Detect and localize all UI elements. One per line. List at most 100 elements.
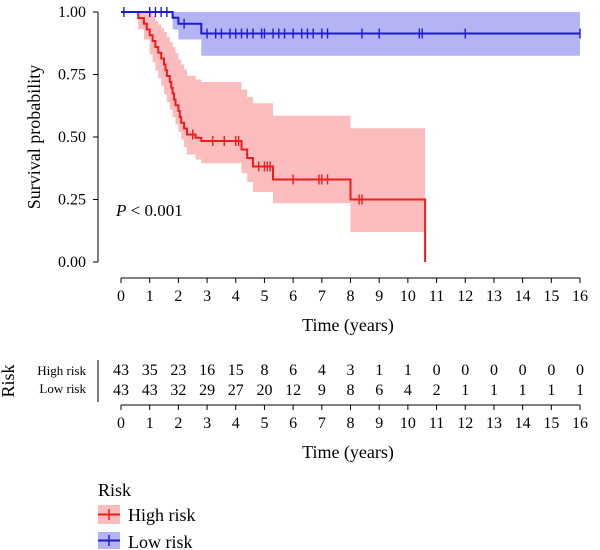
risk-row-label-high: High risk <box>37 363 86 378</box>
p-value-text: < 0.001 <box>126 201 182 220</box>
risk-count-low-risk: 6 <box>375 382 383 399</box>
risk-count-low-risk: 43 <box>113 382 129 399</box>
risk-count-low-risk: 1 <box>519 382 527 399</box>
risk-count-high-risk: 0 <box>490 362 498 379</box>
risk-count-high-risk: 6 <box>289 362 297 379</box>
risk-count-high-risk: 0 <box>547 362 555 379</box>
x-tick-label: 4 <box>232 288 240 305</box>
x-tick-label: 1 <box>146 288 154 305</box>
risk-row-label-low: Low risk <box>39 381 86 396</box>
risk-count-low-risk: 1 <box>547 382 555 399</box>
p-value-symbol: P <box>115 201 126 220</box>
risk-count-low-risk: 29 <box>199 382 215 399</box>
risk-count-low-risk: 12 <box>285 382 301 399</box>
risk-x-tick-label: 10 <box>400 415 416 432</box>
risk-count-high-risk: 23 <box>170 362 186 379</box>
x-tick-label: 12 <box>457 288 473 305</box>
risk-count-low-risk: 27 <box>228 382 244 399</box>
legend-item-high-risk: High risk <box>98 505 196 525</box>
risk-x-tick-label: 0 <box>117 415 125 432</box>
risk-count-high-risk: 43 <box>113 362 129 379</box>
risk-table-cells: 43 35 23 16 15 8 6 4 3 1 1 0 0 0 0 0 043 43 32 29 27 20 12 9 8 6 4… <box>97 360 584 402</box>
risk-count-high-risk: 15 <box>228 362 244 379</box>
risk-x-tick-label: 14 <box>515 415 531 432</box>
x-tick-label: 2 <box>174 288 182 305</box>
y-axis-title: Survival probability <box>24 65 44 209</box>
risk-x-tick-label: 16 <box>572 415 588 432</box>
risk-count-high-risk: 0 <box>576 362 584 379</box>
risk-count-low-risk: 1 <box>461 382 469 399</box>
x-tick-label: 13 <box>486 288 502 305</box>
risk-count-high-risk: 0 <box>519 362 527 379</box>
risk-x-tick-label: 1 <box>146 415 154 432</box>
risk-count-high-risk: 16 <box>199 362 215 379</box>
x-tick-label: 8 <box>347 288 355 305</box>
risk-x-tick-label: 2 <box>174 415 182 432</box>
x-tick-label: 11 <box>429 288 444 305</box>
ci-band-high-risk <box>121 12 426 232</box>
risk-x-tick-label: 5 <box>260 415 268 432</box>
survival-curves <box>121 11 580 262</box>
legend-label-high-risk: High risk <box>128 505 196 525</box>
x-axis: 0 1 2 3 4 5 6 7 8 9 10 11 12 13 14 15 16 <box>117 277 588 305</box>
survival-curve-high-risk <box>121 11 427 262</box>
risk-table: Risk High risk Low risk 43 35 23 16 15 8 6 4 3 1 1… <box>0 360 588 463</box>
risk-count-low-risk: 43 <box>142 382 158 399</box>
y-tick-label: 0.25 <box>58 192 86 209</box>
risk-count-low-risk: 32 <box>170 382 186 399</box>
legend-label-low-risk: Low risk <box>128 532 193 550</box>
risk-x-tick-label: 6 <box>289 415 297 432</box>
risk-table-x-axis: 0 1 2 3 4 5 6 7 8 9 10 11 12 13 14 15 16 <box>117 404 588 432</box>
x-tick-label: 5 <box>260 288 268 305</box>
risk-count-high-risk: 8 <box>260 362 268 379</box>
x-tick-label: 0 <box>117 288 125 305</box>
risk-x-tick-label: 8 <box>347 415 355 432</box>
x-tick-label: 16 <box>572 288 588 305</box>
y-tick-label: 1.00 <box>58 4 86 21</box>
risk-x-tick-label: 11 <box>429 415 444 432</box>
y-tick-label: 0.50 <box>58 129 86 146</box>
risk-count-high-risk: 3 <box>347 362 355 379</box>
risk-count-high-risk: 4 <box>318 362 326 379</box>
y-tick-label: 0.00 <box>58 254 86 271</box>
risk-table-title: Risk <box>0 364 18 397</box>
risk-count-low-risk: 1 <box>576 382 584 399</box>
risk-x-tick-label: 12 <box>457 415 473 432</box>
survival-plot: 0.000.250.500.751.00 0 1 2 3 4 5 6 7 8 9 10 11 12 13 1… <box>24 4 588 336</box>
x-tick-label: 15 <box>543 288 559 305</box>
risk-count-low-risk: 20 <box>256 382 272 399</box>
risk-x-tick-label: 7 <box>318 415 326 432</box>
risk-count-high-risk: 0 <box>433 362 441 379</box>
x-tick-label: 14 <box>515 288 531 305</box>
x-axis-title: Time (years) <box>302 315 394 336</box>
censor-marks <box>123 7 581 205</box>
risk-count-low-risk: 4 <box>404 382 412 399</box>
y-axis: 0.00 0.25 0.50 0.75 1.00 <box>58 4 99 271</box>
legend-title: Risk <box>98 480 131 500</box>
legend-item-low-risk: Low risk <box>98 532 193 550</box>
risk-count-low-risk: 8 <box>347 382 355 399</box>
risk-count-high-risk: 35 <box>142 362 158 379</box>
x-tick-label: 7 <box>318 288 326 305</box>
legend: Risk High risk Low risk <box>98 480 196 550</box>
risk-count-low-risk: 2 <box>433 382 441 399</box>
risk-count-high-risk: 1 <box>375 362 383 379</box>
risk-count-high-risk: 0 <box>461 362 469 379</box>
x-tick-label: 6 <box>289 288 297 305</box>
x-tick-label: 9 <box>375 288 383 305</box>
risk-x-tick-label: 4 <box>232 415 240 432</box>
risk-x-tick-label: 3 <box>203 415 211 432</box>
survival-curve-low-risk <box>121 11 580 35</box>
risk-x-tick-label: 15 <box>543 415 559 432</box>
risk-count-high-risk: 1 <box>404 362 412 379</box>
risk-count-low-risk: 9 <box>318 382 326 399</box>
p-value-annotation: P < 0.001 <box>115 201 183 220</box>
risk-x-tick-label: 9 <box>375 415 383 432</box>
risk-table-x-title: Time (years) <box>302 442 394 463</box>
risk-count-low-risk: 1 <box>490 382 498 399</box>
y-tick-label: 0.75 <box>58 67 86 84</box>
x-tick-label: 3 <box>203 288 211 305</box>
x-tick-label: 10 <box>400 288 416 305</box>
risk-x-tick-label: 13 <box>486 415 502 432</box>
